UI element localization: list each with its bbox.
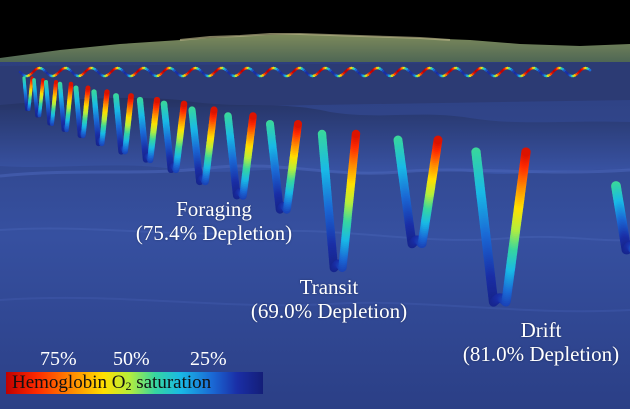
drift-label: Drift (81.0% Depletion) xyxy=(444,318,630,366)
legend-title-subscript: 2 xyxy=(125,379,132,393)
transit-phase-text: Transit xyxy=(299,275,359,299)
dive-track xyxy=(18,66,630,307)
track-bead xyxy=(180,100,188,108)
track-bead xyxy=(85,85,91,91)
legend-tick-75: 75% xyxy=(40,348,77,370)
transit-label: Transit (69.0% Depletion) xyxy=(232,275,426,323)
track-bead xyxy=(68,81,74,87)
legend-title: Hemoglobin O2 saturation xyxy=(12,372,262,394)
foraging-phase-text: Foraging xyxy=(176,197,252,221)
track-bead xyxy=(104,89,110,95)
track-bead xyxy=(41,78,45,82)
legend-tick-25: 25% xyxy=(190,348,227,370)
track-bead xyxy=(588,68,592,72)
track-bead xyxy=(293,119,303,129)
track-bead xyxy=(521,147,531,157)
track-bead xyxy=(433,135,443,145)
ridge-lines xyxy=(0,164,630,178)
transit-depletion-text: (69.0% Depletion) xyxy=(250,299,408,323)
track-bead xyxy=(153,96,161,104)
track-bead xyxy=(351,129,361,139)
foraging-depletion-text: (75.4% Depletion) xyxy=(135,221,293,245)
coastline-highlights xyxy=(179,33,451,41)
track-bead xyxy=(53,79,59,85)
track-bead xyxy=(128,93,134,99)
drift-depletion-text: (81.0% Depletion) xyxy=(462,342,620,366)
foraging-label: Foraging (75.4% Depletion) xyxy=(108,197,320,245)
track-bead xyxy=(249,112,257,120)
legend-title-prefix: Hemoglobin O xyxy=(12,372,126,393)
drift-phase-text: Drift xyxy=(520,318,562,342)
legend-title-suffix: saturation xyxy=(131,372,212,393)
legend-color-bar xyxy=(6,372,263,394)
ridge-lines-3 xyxy=(0,296,630,313)
legend-tick-50: 50% xyxy=(113,348,150,370)
track-bead xyxy=(210,106,218,114)
